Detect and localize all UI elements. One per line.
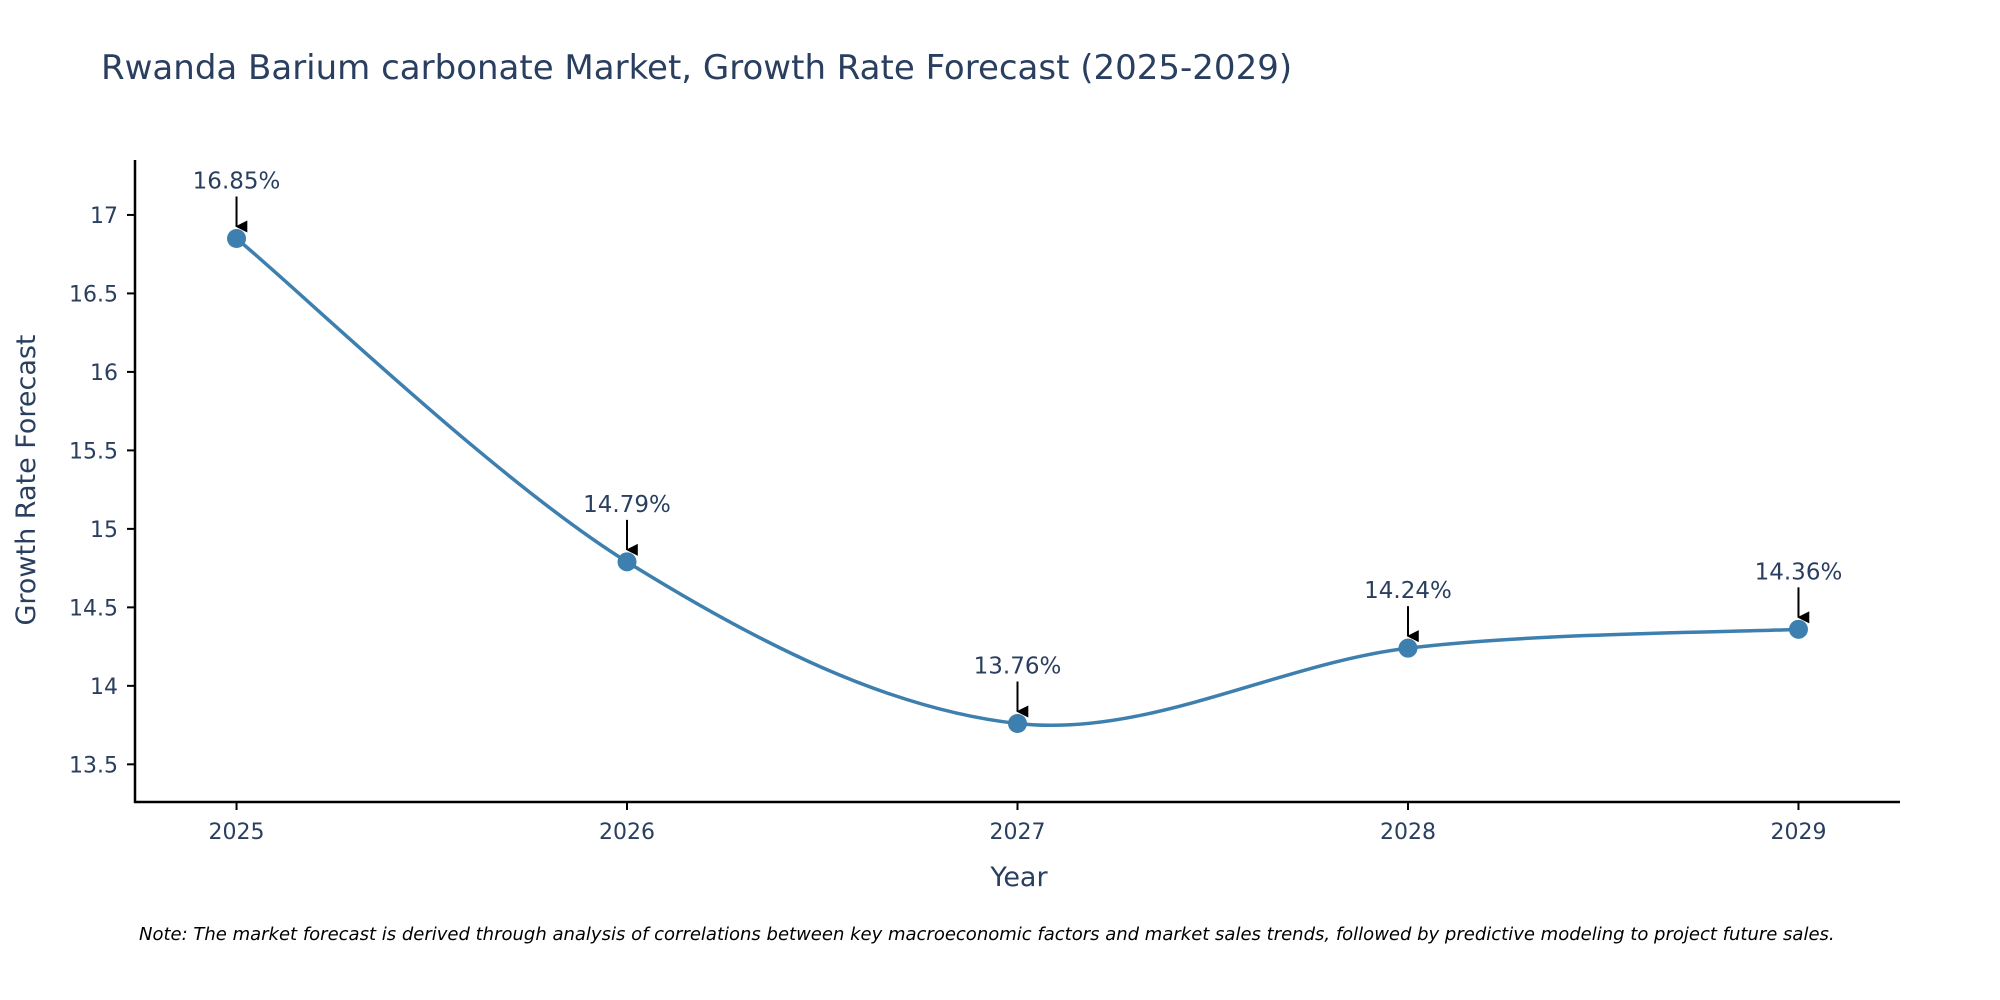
chart-title: Rwanda Barium carbonate Market, Growth R…	[101, 48, 1292, 88]
y-tick-label: 13.5	[69, 753, 118, 778]
y-axis-ticks: 13.5 14 14.5 15 15.5 16 16.5 17	[69, 204, 135, 778]
data-point	[1008, 714, 1027, 734]
y-tick-label: 15	[90, 518, 118, 543]
value-annotation: 16.85%	[193, 168, 281, 194]
y-tick-label: 16	[90, 361, 118, 386]
y-tick-label: 16.5	[69, 282, 118, 307]
x-tick-label: 2027	[990, 820, 1046, 845]
data-point	[1788, 619, 1808, 639]
data-point	[1398, 638, 1418, 658]
y-tick-label: 14.5	[69, 596, 118, 621]
y-tick-label: 15.5	[69, 439, 118, 464]
forecast-note: Note: The market forecast is derived thr…	[139, 924, 1835, 945]
data-annotations: 16.85% 14.79% 13.76% 14.24% 14.36%	[193, 168, 1843, 718]
y-axis-title: Growth Rate Forecast	[11, 334, 42, 625]
value-annotation: 14.24%	[1364, 578, 1452, 604]
x-axis-title: Year	[989, 862, 1048, 893]
value-annotation: 14.36%	[1755, 559, 1843, 585]
data-markers	[227, 228, 1808, 734]
data-point	[617, 552, 637, 572]
x-tick-label: 2025	[209, 820, 265, 845]
growth-rate-line	[234, 236, 1801, 728]
y-tick-label: 14	[90, 675, 118, 700]
y-tick-label: 17	[90, 204, 118, 229]
value-annotation: 14.79%	[583, 492, 671, 518]
data-point	[227, 228, 247, 248]
value-annotation: 13.76%	[974, 654, 1062, 680]
x-tick-label: 2028	[1380, 820, 1436, 845]
x-axis-ticks: 2025 2026 2027 2028 2029	[209, 802, 1826, 845]
x-tick-label: 2029	[1770, 820, 1826, 845]
x-tick-label: 2026	[599, 820, 655, 845]
